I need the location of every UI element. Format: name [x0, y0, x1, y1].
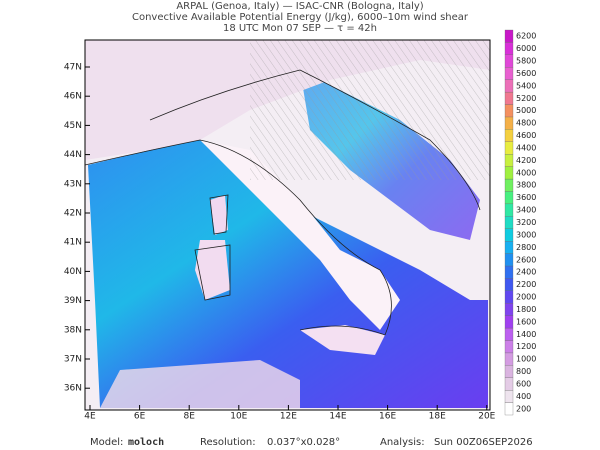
colorbar-box [504, 67, 514, 80]
colorbar-label: 5600 [516, 69, 536, 78]
colorbar-box [504, 365, 514, 378]
lon-label: 6E [134, 412, 146, 422]
footer-label: Model: [90, 437, 123, 448]
colorbar-label: 3400 [516, 206, 536, 215]
colorbar-label: 3000 [516, 230, 536, 239]
lon-label: 14E [329, 412, 346, 422]
lon-label: 10E [230, 412, 247, 422]
lat-label: 45N [64, 121, 82, 131]
lat-label: 40N [64, 267, 82, 277]
lat-label: 44N [64, 150, 82, 160]
colorbar-label: 4600 [516, 131, 536, 140]
lat-label: 41N [64, 238, 82, 248]
colorbar-box [504, 154, 514, 167]
colorbar-label: 1600 [516, 317, 536, 326]
lat-label: 36N [64, 384, 82, 394]
colorbar-box [504, 141, 514, 155]
title-line: Convective Available Potential Energy (J… [132, 12, 469, 23]
colorbar-box [504, 228, 514, 242]
colorbar-label: 600 [516, 379, 531, 388]
colorbar-box [504, 178, 514, 192]
colorbar-box [504, 253, 514, 267]
colorbar-label: 2800 [516, 243, 536, 252]
footer-value: 0.037°x0.028° [267, 437, 340, 448]
colorbar-box [504, 377, 514, 391]
colorbar-label: 3800 [516, 181, 536, 190]
colorbar-box [504, 166, 514, 180]
colorbar-label: 2600 [516, 255, 536, 264]
footer-label: Resolution: [200, 437, 256, 448]
colorbar-label: 3200 [516, 218, 536, 227]
colorbar-box [504, 315, 514, 329]
colorbar-label: 4800 [516, 119, 536, 128]
colorbar-label: 5200 [516, 94, 536, 103]
colorbar-box [504, 240, 514, 254]
lon-label: 12E [280, 412, 297, 422]
colorbar-box [504, 203, 514, 217]
colorbar-label: 1800 [516, 305, 536, 314]
footer-value: moloch [128, 437, 164, 448]
lat-label: 38N [64, 325, 82, 335]
axes: 47N 46N 45N 44N 43N 42N 41N 40N 39N 38N 37N 36N 4E 6E… [64, 63, 496, 422]
colorbar-box [504, 29, 514, 43]
colorbar-label: 2200 [516, 280, 536, 289]
colorbar-box [504, 191, 514, 205]
lat-label: 37N [64, 355, 82, 365]
colorbar-label: 4200 [516, 156, 536, 165]
colorbar-box [504, 79, 514, 93]
colorbar-box [504, 216, 514, 229]
lon-label: 20E [478, 412, 495, 422]
colorbar-label: 5400 [516, 81, 536, 90]
colorbar-label: 6200 [516, 32, 536, 41]
footer-value: Sun 00Z06SEP2026 [434, 437, 533, 448]
colorbar-label: 5800 [516, 57, 536, 66]
colorbar-label: 4000 [516, 168, 536, 177]
colorbar-box [504, 54, 514, 68]
lat-label: 42N [64, 209, 82, 219]
colorbar-label: 6000 [516, 44, 536, 53]
colorbar-label: 1400 [516, 330, 536, 339]
colorbar-box [504, 116, 514, 130]
title-line: 18 UTC Mon 07 SEP — τ = 42h [223, 23, 377, 34]
colorbar-box [504, 327, 514, 341]
colorbar-label: 4400 [516, 143, 536, 152]
lat-label: 46N [64, 92, 82, 102]
colorbar-box [504, 340, 514, 354]
lat-label: 43N [64, 179, 82, 189]
colorbar-box [504, 42, 514, 55]
lon-label: 16E [379, 412, 396, 422]
colorbar-box [504, 129, 514, 142]
colorbar-box [504, 290, 514, 304]
lon-label: 8E [183, 412, 195, 422]
lat-label: 39N [64, 296, 82, 306]
colorbar-label: 800 [516, 367, 531, 376]
colorbar-box [504, 303, 514, 316]
footer-label: Analysis: [380, 437, 425, 448]
lon-label: 4E [84, 412, 96, 422]
colorbar: 200 400 600 800 1000 1200 1400 1600 1800 2000 2200… [504, 29, 536, 416]
colorbar-box [504, 91, 514, 105]
colorbar-box [504, 278, 514, 291]
colorbar-label: 400 [516, 392, 531, 401]
colorbar-label: 2000 [516, 293, 536, 302]
colorbar-label: 1200 [516, 342, 536, 351]
colorbar-box [504, 352, 514, 366]
lat-label: 47N [64, 63, 82, 73]
colorbar-label: 1000 [516, 355, 536, 364]
title-line: ARPAL (Genoa, Italy) — ISAC-CNR (Bologna… [176, 1, 423, 12]
colorbar-label: 200 [516, 404, 531, 413]
map [84, 39, 491, 411]
colorbar-box [504, 104, 514, 118]
colorbar-box [504, 402, 514, 416]
colorbar-label: 3600 [516, 193, 536, 202]
lon-label: 18E [429, 412, 446, 422]
colorbar-label: 2400 [516, 268, 536, 277]
colorbar-box [504, 265, 514, 279]
colorbar-label: 5000 [516, 106, 536, 115]
colorbar-box [504, 390, 514, 403]
